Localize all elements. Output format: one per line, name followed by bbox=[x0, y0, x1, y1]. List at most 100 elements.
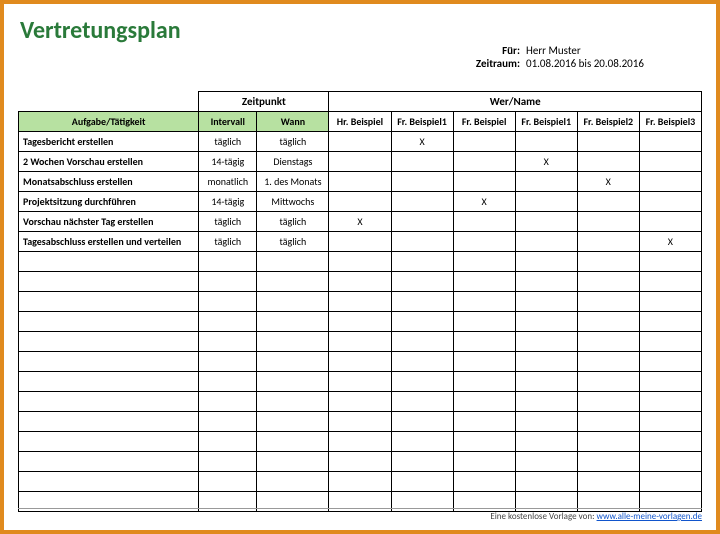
cell-empty bbox=[453, 452, 515, 472]
cell-empty bbox=[453, 332, 515, 352]
cell-empty bbox=[199, 472, 257, 492]
cell-empty bbox=[391, 372, 453, 392]
cell-empty bbox=[257, 432, 329, 452]
cell-empty bbox=[329, 252, 391, 272]
cell-interval: 14-tägig bbox=[199, 192, 257, 212]
cell-empty bbox=[199, 432, 257, 452]
table-row: Monatsabschluss erstellenmonatlich1. des… bbox=[19, 172, 702, 192]
cell-mark bbox=[453, 212, 515, 232]
cell-mark bbox=[577, 212, 639, 232]
cell-empty bbox=[639, 372, 701, 392]
cell-mark bbox=[577, 132, 639, 152]
cell-empty bbox=[453, 372, 515, 392]
cell-empty bbox=[19, 392, 199, 412]
table-row-empty bbox=[19, 352, 702, 372]
footer-credit-link[interactable]: www.alle-meine-vorlagen.de bbox=[597, 511, 702, 522]
cell-empty bbox=[257, 272, 329, 292]
table-row-empty bbox=[19, 332, 702, 352]
cell-empty bbox=[391, 332, 453, 352]
cell-empty bbox=[257, 472, 329, 492]
cell-empty bbox=[199, 392, 257, 412]
cell-empty bbox=[19, 272, 199, 292]
cell-empty bbox=[391, 312, 453, 332]
cell-mark bbox=[453, 172, 515, 192]
cell-empty bbox=[515, 292, 577, 312]
cell-empty bbox=[199, 252, 257, 272]
cell-empty bbox=[329, 432, 391, 452]
cell-mark: X bbox=[639, 232, 701, 252]
table-body: Tagesbericht erstellentäglichtäglichX2 W… bbox=[19, 132, 702, 512]
cell-empty bbox=[515, 272, 577, 292]
cell-mark bbox=[391, 172, 453, 192]
cell-mark bbox=[639, 212, 701, 232]
cell-empty bbox=[515, 432, 577, 452]
cell-mark bbox=[515, 232, 577, 252]
col-person-2: Fr. Beispiel bbox=[453, 112, 515, 132]
col-person-3: Fr. Beispiel1 bbox=[515, 112, 577, 132]
cell-empty bbox=[257, 252, 329, 272]
cell-empty bbox=[639, 392, 701, 412]
cell-mark: X bbox=[453, 192, 515, 212]
cell-empty bbox=[19, 472, 199, 492]
meta-for-row: Für: Herr Muster bbox=[466, 44, 676, 57]
cell-empty bbox=[199, 292, 257, 312]
cell-empty bbox=[391, 392, 453, 412]
cell-empty bbox=[515, 452, 577, 472]
cell-empty bbox=[639, 252, 701, 272]
cell-empty bbox=[577, 252, 639, 272]
cell-empty bbox=[19, 252, 199, 272]
table-row-empty bbox=[19, 392, 702, 412]
cell-empty bbox=[515, 252, 577, 272]
table-row-empty bbox=[19, 412, 702, 432]
cell-empty bbox=[329, 452, 391, 472]
table-row-empty bbox=[19, 432, 702, 452]
group-header-wer: Wer/Name bbox=[329, 92, 702, 112]
cell-mark bbox=[453, 132, 515, 152]
cell-mark bbox=[515, 132, 577, 152]
cell-mark bbox=[639, 132, 701, 152]
cell-empty bbox=[199, 452, 257, 472]
cell-empty bbox=[639, 292, 701, 312]
table-row-empty bbox=[19, 312, 702, 332]
cell-empty bbox=[391, 452, 453, 472]
col-when: Wann bbox=[257, 112, 329, 132]
cell-empty bbox=[19, 312, 199, 332]
cell-empty bbox=[577, 312, 639, 332]
cell-empty bbox=[639, 412, 701, 432]
cell-when: 1. des Monats bbox=[257, 172, 329, 192]
cell-empty bbox=[329, 272, 391, 292]
cell-empty bbox=[199, 352, 257, 372]
cell-task: Monatsabschluss erstellen bbox=[19, 172, 199, 192]
cell-empty bbox=[257, 292, 329, 312]
cell-empty bbox=[577, 452, 639, 472]
cell-empty bbox=[639, 312, 701, 332]
document-frame: Vertretungsplan Für: Herr Muster Zeitrau… bbox=[0, 0, 720, 534]
col-person-4: Fr. Beispiel2 bbox=[577, 112, 639, 132]
cell-empty bbox=[577, 352, 639, 372]
cell-empty bbox=[453, 432, 515, 452]
cell-empty bbox=[199, 312, 257, 332]
cell-mark bbox=[639, 152, 701, 172]
cell-empty bbox=[199, 272, 257, 292]
column-header-row: Aufgabe/Tätigkeit Intervall Wann Hr. Bei… bbox=[19, 112, 702, 132]
cell-empty bbox=[257, 452, 329, 472]
cell-mark bbox=[329, 232, 391, 252]
cell-empty bbox=[453, 392, 515, 412]
cell-empty bbox=[391, 412, 453, 432]
cell-empty bbox=[19, 372, 199, 392]
cell-when: täglich bbox=[257, 212, 329, 232]
cell-empty bbox=[391, 292, 453, 312]
cell-mark bbox=[577, 232, 639, 252]
cell-empty bbox=[453, 252, 515, 272]
cell-empty bbox=[329, 472, 391, 492]
cell-mark: X bbox=[329, 212, 391, 232]
cell-empty bbox=[329, 292, 391, 312]
table-row-empty bbox=[19, 452, 702, 472]
table-row: Tagesabschluss erstellen und verteilentä… bbox=[19, 232, 702, 252]
cell-empty bbox=[391, 352, 453, 372]
cell-empty bbox=[639, 272, 701, 292]
cell-empty bbox=[199, 372, 257, 392]
cell-empty bbox=[515, 412, 577, 432]
cell-mark bbox=[639, 192, 701, 212]
cell-empty bbox=[577, 432, 639, 452]
